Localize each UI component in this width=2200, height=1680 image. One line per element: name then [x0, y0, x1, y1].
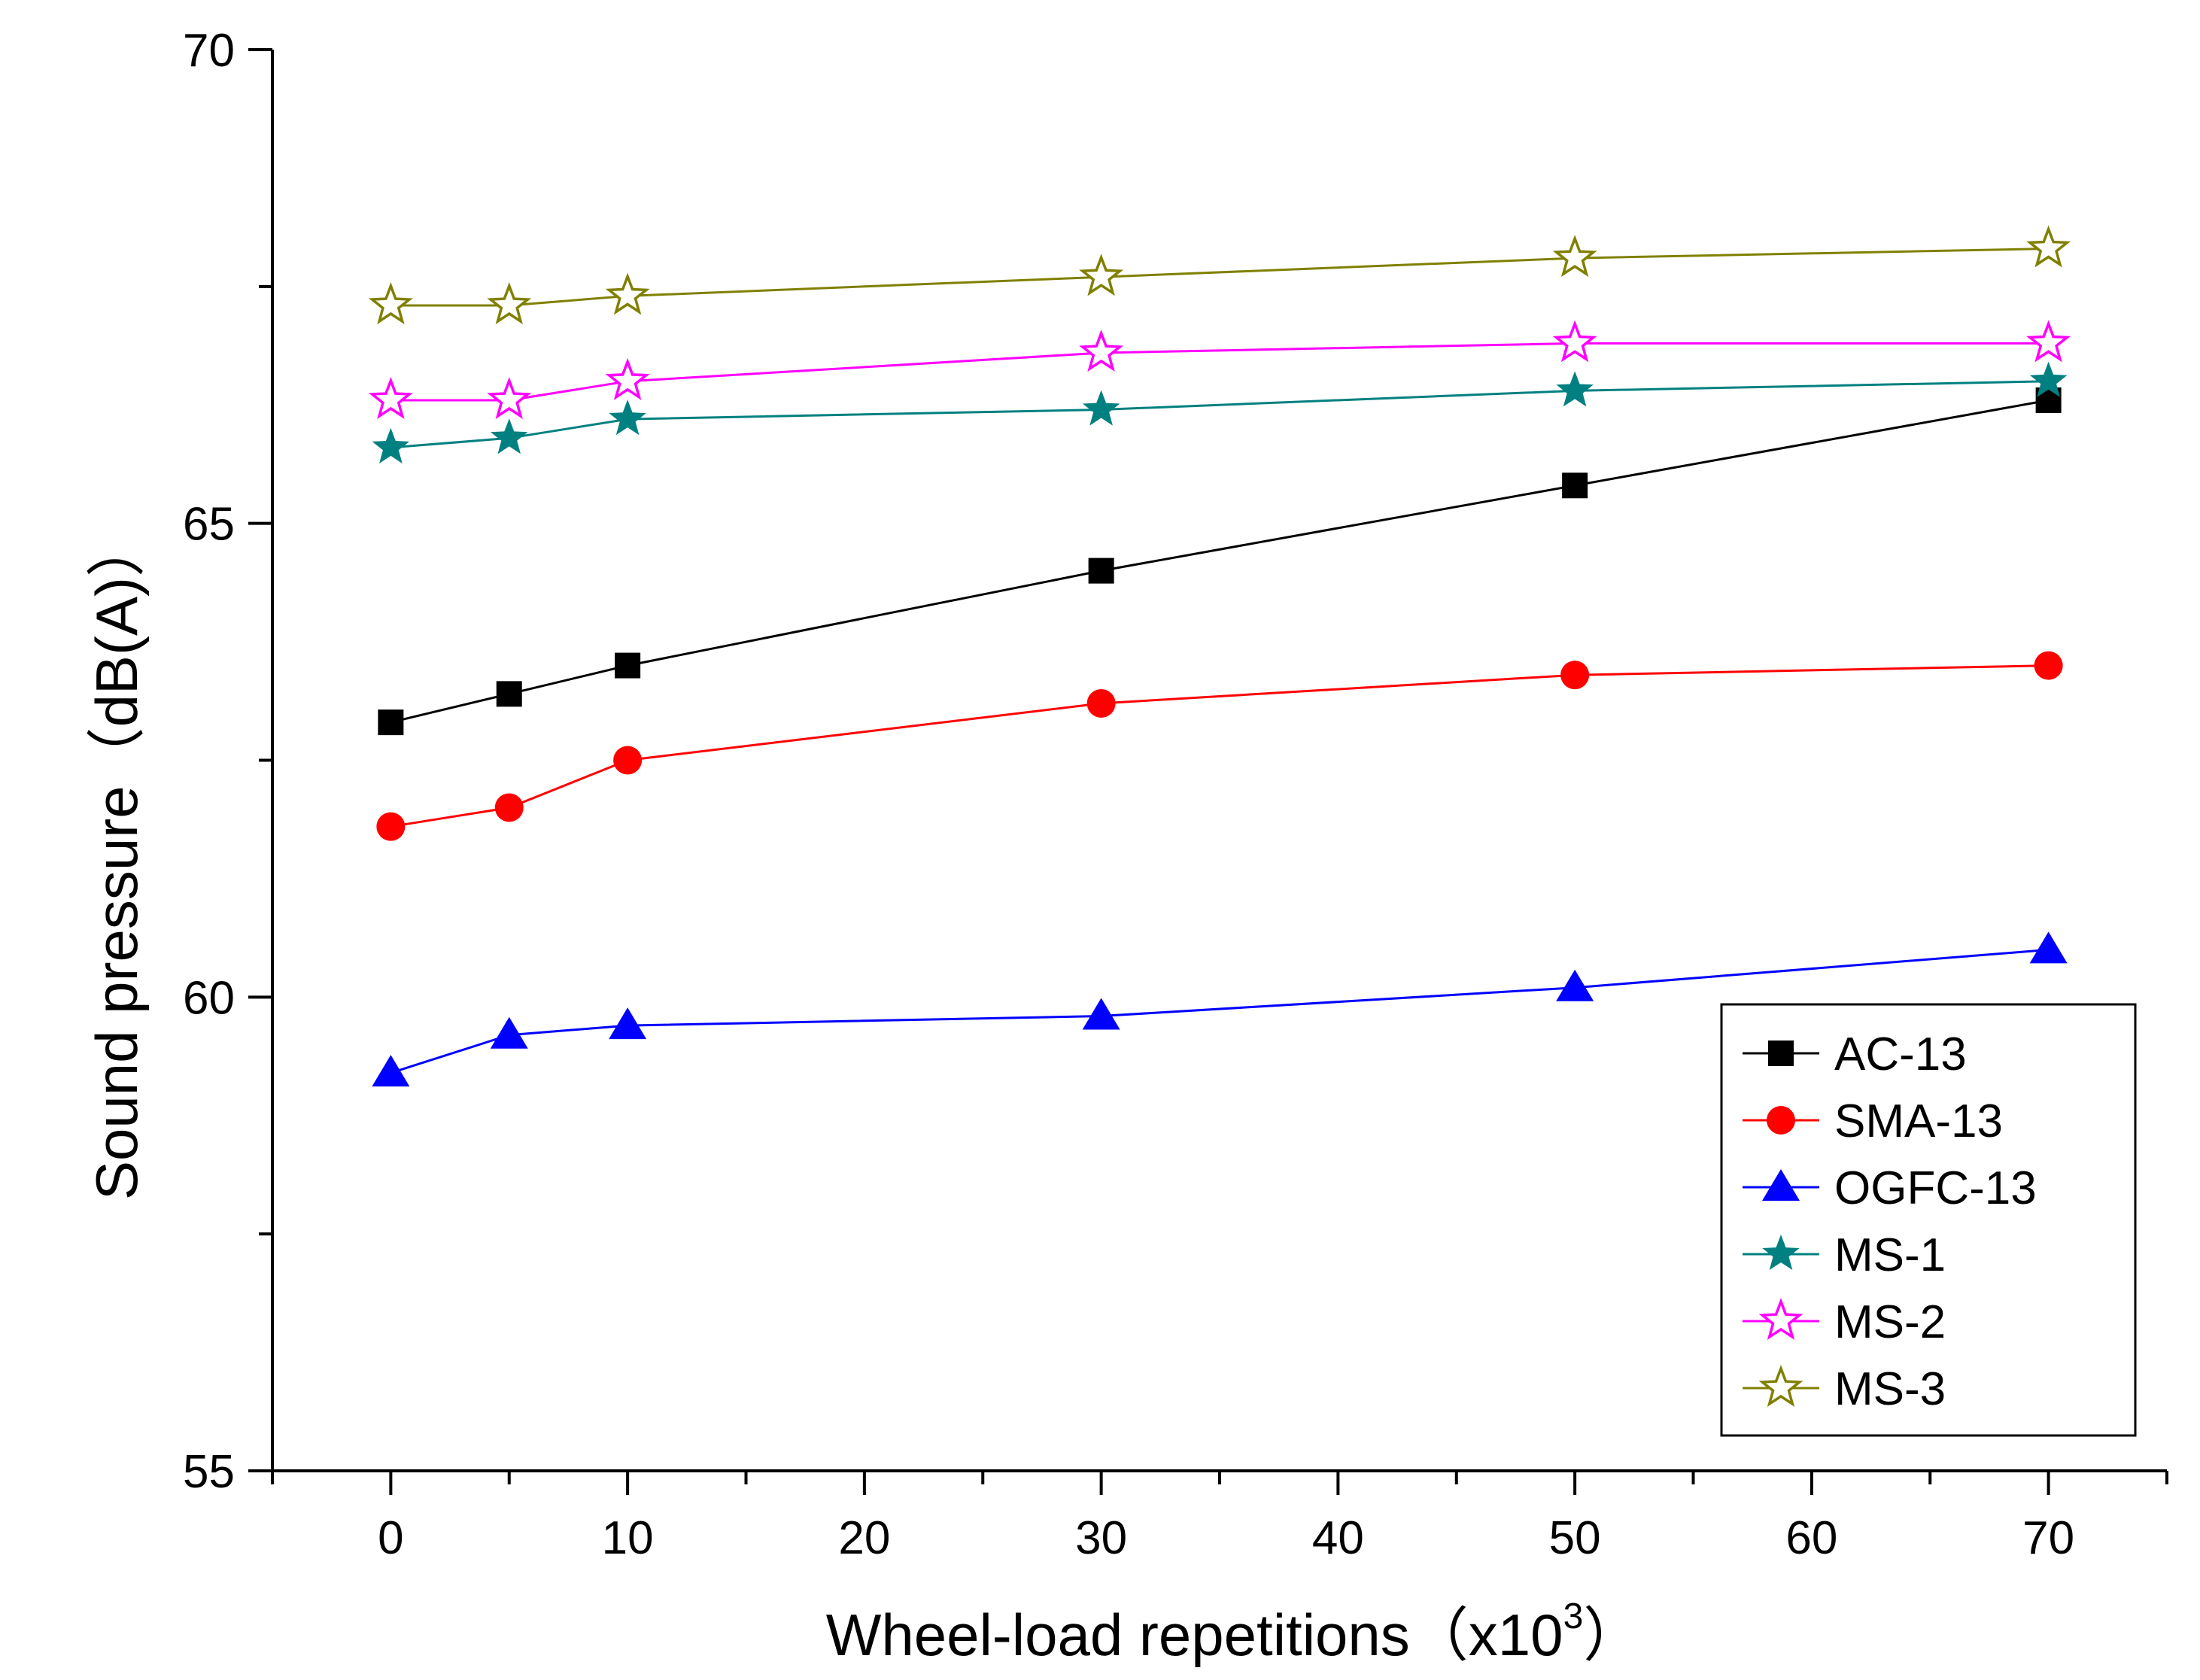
data-point-ms-3 — [605, 272, 650, 315]
legend-marker-sma-13 — [1767, 1106, 1795, 1135]
y-tick-label: 70 — [183, 25, 235, 77]
legend-box — [1720, 1003, 2137, 1437]
data-point-ms-2 — [605, 357, 650, 400]
data-point-ms-3 — [487, 282, 532, 325]
series-line-ms-2 — [390, 342, 2049, 402]
x-tick-label: 70 — [2022, 1512, 2074, 1564]
legend-label-ogfc-13: OGFC-13 — [1834, 1162, 2037, 1214]
x-axis-title-main: Wheel-load repetitions（x10 — [826, 1602, 1563, 1668]
data-point-ac-13 — [1088, 557, 1114, 584]
data-point-sma-13 — [613, 746, 643, 775]
legend-label-ac-13: AC-13 — [1834, 1028, 1967, 1080]
data-point-ac-13 — [1562, 472, 1588, 499]
x-axis-title-sup: 3 — [1563, 1596, 1584, 1636]
data-point-ogfc-13 — [1082, 998, 1120, 1030]
legend-label-ms-3: MS-3 — [1834, 1363, 1946, 1415]
legend: AC-13 SMA-13 OGFC-13 MS-1 MS-2 MS-3 — [1720, 1003, 2137, 1437]
series-line-ogfc-13 — [390, 948, 2049, 1074]
legend-marker-ac-13 — [1768, 1041, 1794, 1066]
data-point-ac-13 — [378, 709, 404, 736]
series-line-ms-1 — [390, 380, 2049, 449]
x-tick-label: 20 — [838, 1512, 890, 1564]
axes: 0 10 20 30 40 50 60 70 55 60 65 70 — [183, 25, 2168, 1564]
data-point-ms-1 — [1082, 390, 1120, 426]
x-tick-label: 50 — [1549, 1512, 1601, 1564]
data-point-ms-2 — [1079, 330, 1124, 372]
legend-marker-ms-2 — [1758, 1298, 1803, 1340]
x-tick-label: 0 — [378, 1512, 403, 1564]
data-point-sma-13 — [1560, 661, 1590, 690]
series-line-sma-13 — [390, 664, 2049, 828]
data-point-ms-1 — [491, 418, 528, 454]
y-tick-label: 65 — [183, 499, 235, 551]
data-point-ogfc-13 — [1556, 969, 1594, 1001]
x-tick-label: 10 — [602, 1512, 654, 1564]
legend-label-ms-2: MS-2 — [1834, 1296, 1946, 1348]
legend-label-sma-13: SMA-13 — [1834, 1095, 2003, 1147]
legend-marker-ms-3 — [1758, 1365, 1803, 1407]
data-point-sma-13 — [494, 793, 524, 822]
data-point-ms-3 — [1079, 254, 1124, 296]
legend-marker-ogfc-13 — [1762, 1169, 1800, 1201]
data-point-sma-13 — [376, 812, 406, 841]
data-point-ms-2 — [368, 377, 413, 420]
data-point-ms-1 — [609, 399, 646, 436]
data-point-ms-2 — [1552, 320, 1597, 363]
x-tick-label: 30 — [1075, 1512, 1127, 1564]
y-axis-title: Sound pressure（dB(A)） — [84, 518, 150, 1200]
data-point-ms-3 — [2026, 225, 2071, 268]
legend-label-ms-1: MS-1 — [1834, 1229, 1946, 1281]
x-tick-label: 60 — [1785, 1512, 1837, 1564]
data-point-ogfc-13 — [372, 1055, 410, 1087]
data-point-ms-1 — [1556, 371, 1594, 407]
data-point-sma-13 — [2034, 651, 2063, 680]
y-tick-label: 60 — [183, 972, 235, 1024]
data-point-sma-13 — [1086, 688, 1116, 718]
x-axis-title: Wheel-load repetitions（x103） — [826, 1596, 1642, 1668]
data-point-ms-3 — [1552, 235, 1597, 278]
series-lines — [390, 248, 2049, 1074]
data-point-ac-13 — [496, 681, 522, 707]
data-point-ms-1 — [372, 427, 410, 463]
data-point-ogfc-13 — [609, 1007, 647, 1040]
legend-marker-ms-1 — [1762, 1235, 1800, 1270]
x-tick-label: 40 — [1312, 1512, 1364, 1564]
x-axis-title-close: ） — [1583, 1602, 1642, 1668]
series-markers — [368, 225, 2071, 1087]
series-line-ms-3 — [390, 248, 2049, 307]
data-point-ogfc-13 — [490, 1016, 528, 1049]
data-point-ms-2 — [487, 377, 532, 420]
data-point-ms-1 — [2029, 361, 2068, 397]
data-point-ogfc-13 — [2029, 931, 2068, 964]
data-point-ms-2 — [2026, 320, 2071, 363]
data-point-ms-3 — [368, 282, 413, 325]
series-line-ac-13 — [390, 399, 2049, 724]
y-tick-label: 55 — [183, 1446, 235, 1498]
data-point-ac-13 — [615, 652, 641, 679]
